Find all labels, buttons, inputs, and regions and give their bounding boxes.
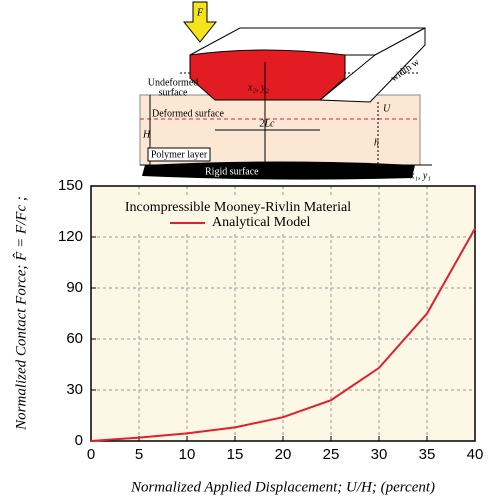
y-tick-label: 60: [66, 330, 83, 347]
y-tick-label: 0: [75, 432, 83, 449]
h-label: h: [374, 137, 379, 148]
x-tick-label: 15: [227, 446, 244, 463]
rigid-base: [142, 162, 415, 180]
polymer-label: Polymer layer: [151, 149, 208, 160]
base-axes-label: x₁, y₁: [409, 170, 431, 181]
x-tick-label: 10: [179, 446, 196, 463]
x-tick-label: 5: [135, 446, 143, 463]
block-axes-label: x₂, y₂: [247, 82, 269, 93]
legend-label: Analytical Model: [212, 215, 310, 230]
y-tick-label: 30: [66, 381, 83, 398]
u-label: U: [383, 103, 391, 114]
deformed-label: Deformed surface: [152, 108, 224, 119]
x-tick-label: 30: [371, 446, 388, 463]
rigid-label: Rigid surface: [205, 166, 259, 177]
y-tick-label: 120: [58, 228, 83, 245]
y-tick-label: 150: [58, 177, 83, 194]
x-axis-title: Normalized Applied Displacement; U/H; (p…: [130, 479, 435, 495]
figure: F Undeformed surface x₂, y₂ width w Defo…: [0, 0, 491, 501]
legend-title: Incompressible Mooney-Rivlin Material: [125, 200, 351, 215]
H-label: H: [142, 129, 151, 140]
y-axis-title: Normalized Contact Force; F̂ = F/Fc ;: [13, 196, 29, 431]
x-tick-label: 40: [467, 446, 484, 463]
x-tick-label: 20: [275, 446, 292, 463]
y-tick-label: 90: [66, 279, 83, 296]
x-tick-label: 25: [323, 446, 340, 463]
diagram: F Undeformed surface x₂, y₂ width w Defo…: [140, 2, 432, 181]
x-tick-label: 0: [87, 446, 95, 463]
x-tick-label: 35: [419, 446, 436, 463]
undeformed-label: surface: [159, 87, 188, 98]
force-label: F: [196, 7, 204, 18]
length-label: 2Lc: [260, 118, 276, 129]
